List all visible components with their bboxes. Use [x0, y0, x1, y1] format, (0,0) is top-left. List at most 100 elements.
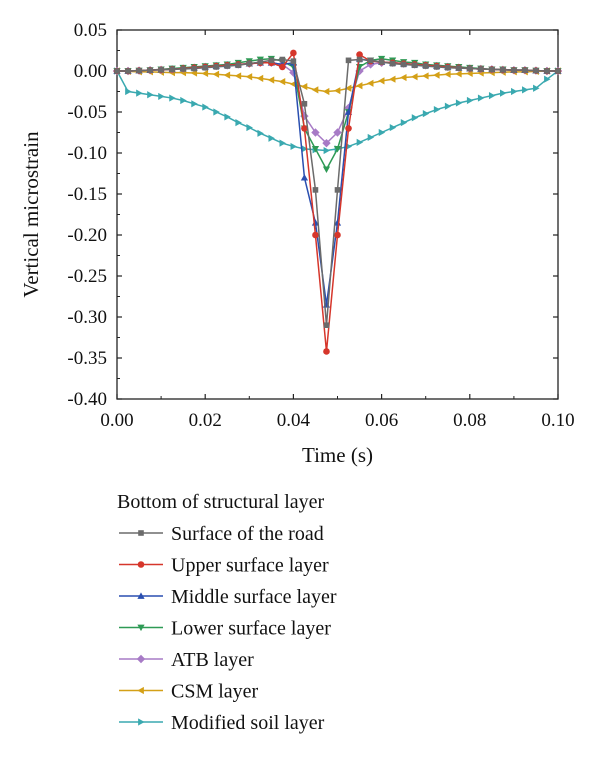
- data-point: [180, 66, 186, 72]
- data-point: [213, 108, 220, 116]
- data-point: [147, 91, 154, 99]
- y-tick-label: -0.30: [67, 307, 107, 328]
- data-point: [333, 87, 341, 95]
- data-point: [301, 125, 308, 132]
- data-point: [256, 74, 264, 82]
- data-point: [257, 59, 264, 65]
- plot-area: [112, 29, 563, 400]
- legend-item: Middle surface layer: [119, 586, 337, 608]
- plot-frame: [116, 29, 559, 400]
- legend-item: Modified soil layer: [119, 712, 325, 734]
- data-point: [345, 57, 352, 64]
- data-point: [378, 59, 385, 65]
- data-point: [333, 128, 342, 137]
- data-point: [136, 67, 142, 74]
- legend-item: ATB layer: [119, 649, 254, 671]
- data-point: [290, 58, 297, 64]
- data-point: [312, 187, 319, 193]
- data-point: [466, 96, 474, 105]
- data-point: [246, 123, 253, 132]
- y-tick-label: -0.35: [67, 348, 107, 369]
- data-point: [246, 60, 253, 67]
- data-point: [378, 77, 385, 85]
- legend-marker: [138, 530, 144, 536]
- data-point: [136, 89, 143, 97]
- legend-item: Lower surface layer: [119, 618, 331, 640]
- data-point: [235, 119, 242, 127]
- data-point: [322, 138, 331, 148]
- data-point: [169, 66, 175, 73]
- legend-marker: [138, 718, 145, 726]
- data-point: [278, 78, 286, 86]
- x-tick-label: 0.04: [277, 410, 311, 431]
- data-point: [212, 70, 220, 78]
- data-point: [224, 113, 231, 121]
- series-line: [116, 70, 559, 152]
- legend-item: CSM layer: [119, 681, 259, 703]
- legend-item: Upper surface layer: [119, 555, 329, 577]
- data-point: [411, 62, 418, 69]
- data-point: [301, 145, 309, 153]
- data-point: [533, 84, 540, 92]
- data-point: [114, 68, 120, 74]
- data-point: [301, 101, 308, 107]
- data-point: [224, 63, 231, 69]
- series-line: [117, 52, 558, 353]
- data-point: [180, 96, 187, 105]
- data-point: [223, 71, 231, 79]
- legend-label: Middle surface layer: [171, 586, 337, 608]
- data-point: [234, 72, 242, 80]
- data-point: [334, 231, 341, 239]
- data-point: [511, 87, 518, 96]
- y-tick-label: -0.25: [67, 266, 107, 287]
- y-tick-label: 0.00: [74, 61, 107, 82]
- data-point: [202, 64, 208, 71]
- y-tick-label: -0.05: [67, 102, 107, 123]
- data-point: [213, 64, 220, 70]
- data-point: [322, 87, 330, 96]
- legend-marker: [137, 624, 145, 632]
- data-point: [312, 231, 319, 239]
- data-point: [235, 62, 242, 69]
- y-tick-label: -0.20: [67, 225, 107, 246]
- legend-label: CSM layer: [171, 681, 259, 703]
- data-point: [544, 75, 551, 83]
- data-point: [191, 100, 198, 108]
- data-point: [356, 51, 363, 58]
- data-point: [323, 322, 330, 328]
- data-point: [433, 105, 441, 114]
- data-point: [323, 146, 331, 155]
- y-tick-label: -0.15: [67, 184, 107, 205]
- series-surface-of-the-road: [114, 56, 561, 328]
- data-point: [169, 94, 176, 102]
- series-line: [117, 57, 558, 171]
- data-point: [555, 68, 561, 74]
- data-point: [544, 68, 550, 74]
- data-point: [191, 65, 197, 72]
- data-point: [444, 64, 451, 71]
- data-point: [311, 86, 319, 94]
- legend-marker: [137, 686, 144, 695]
- data-point: [422, 63, 429, 69]
- data-point: [356, 138, 364, 146]
- data-point: [478, 66, 484, 72]
- data-point: [279, 56, 286, 63]
- x-tick-label: 0.00: [100, 410, 133, 431]
- legend-marker: [137, 592, 145, 599]
- data-point: [366, 79, 374, 87]
- legend-marker: [136, 654, 146, 664]
- data-point: [444, 102, 452, 110]
- data-point: [300, 174, 309, 181]
- y-tick-label: 0.05: [74, 20, 107, 41]
- data-point: [488, 92, 496, 100]
- data-point: [245, 73, 253, 81]
- data-point: [356, 56, 363, 63]
- y-tick-label: -0.40: [67, 389, 107, 410]
- data-point: [455, 99, 463, 107]
- legend-title: Bottom of structural layer: [117, 491, 325, 513]
- data-point: [433, 71, 440, 79]
- legend-label: Lower surface layer: [171, 618, 331, 640]
- data-point: [367, 133, 375, 142]
- data-point: [433, 64, 440, 70]
- data-point: [202, 103, 209, 111]
